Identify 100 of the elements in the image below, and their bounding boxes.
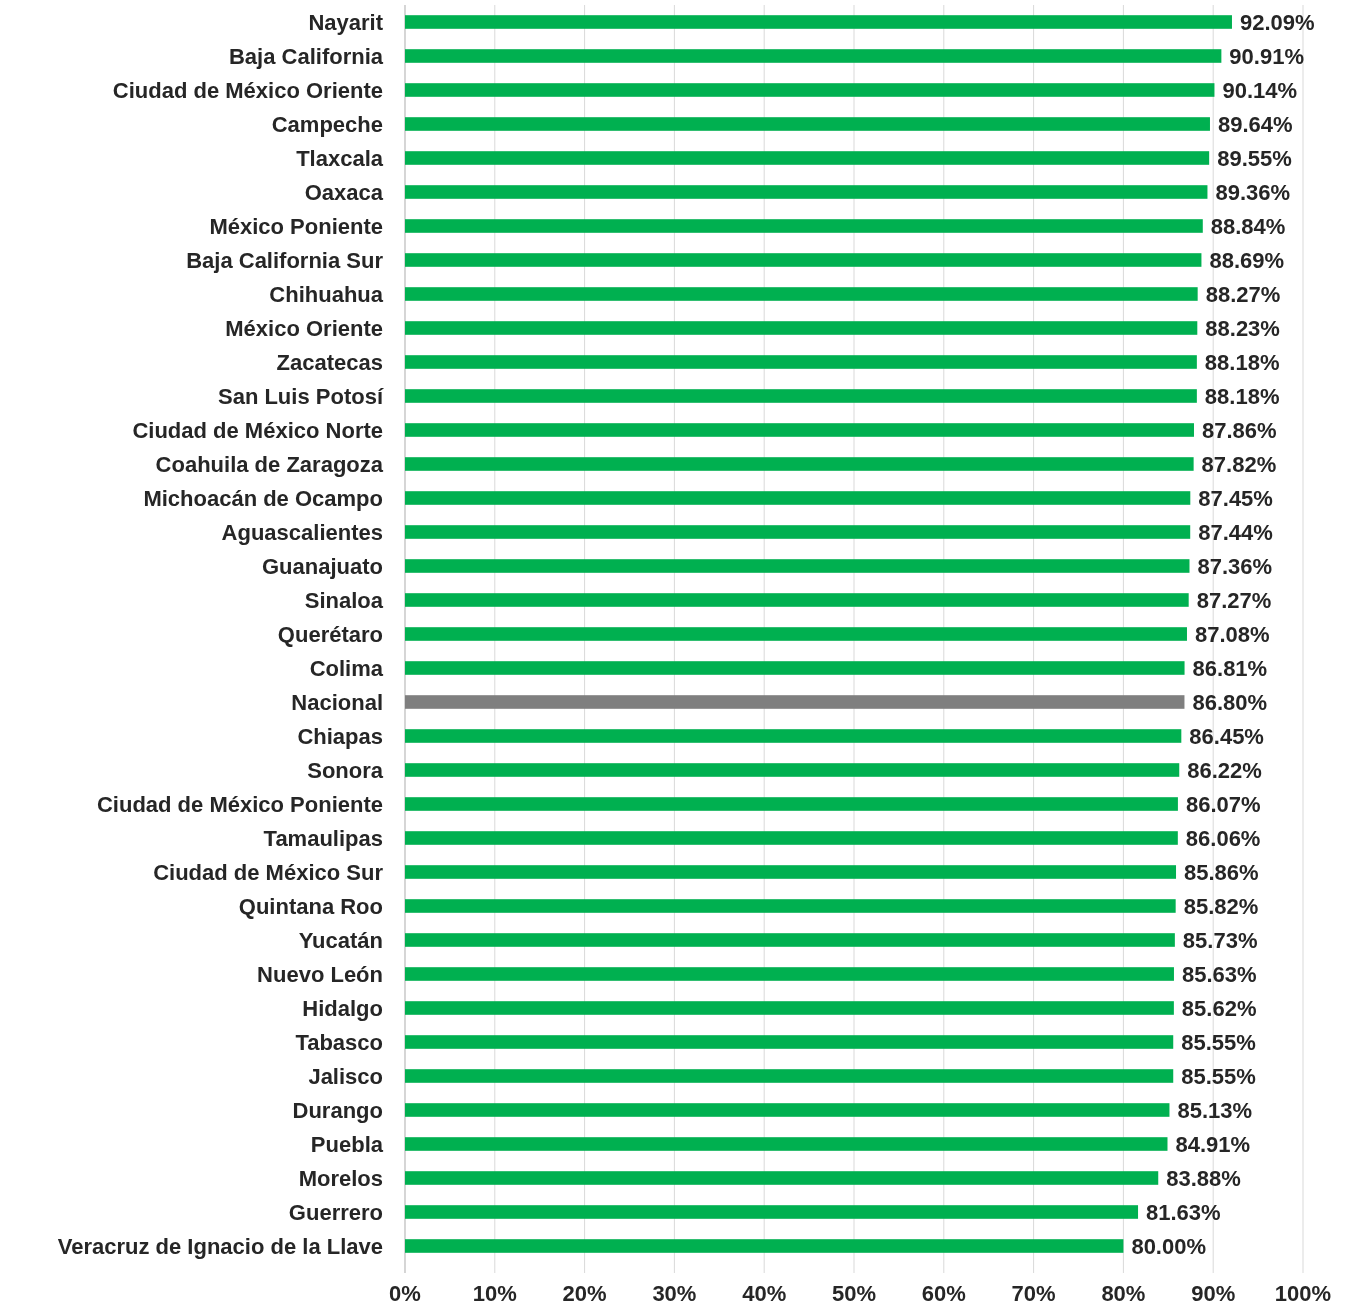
y-tick-label: Ciudad de México Norte — [132, 417, 383, 443]
bar — [405, 253, 1202, 267]
data-label: 88.84% — [1210, 213, 1286, 239]
y-tick-label: Quintana Roo — [238, 893, 383, 919]
y-tick-label: Puebla — [310, 1131, 384, 1157]
y-tick-label: Baja California — [228, 43, 384, 69]
bar — [405, 1035, 1174, 1049]
y-tick-label: Chihuahua — [269, 281, 384, 307]
data-label: 87.08% — [1194, 621, 1270, 647]
y-tick-label: Sonora — [307, 757, 384, 783]
data-label: 89.55% — [1217, 145, 1292, 171]
bar — [405, 1001, 1174, 1015]
data-label: 87.27% — [1196, 587, 1272, 613]
bar — [405, 559, 1190, 573]
y-tick-label: Colima — [309, 655, 384, 681]
data-label: 86.06% — [1185, 825, 1261, 851]
bar — [405, 1069, 1174, 1083]
data-label: 86.80% — [1192, 689, 1268, 715]
data-label: 85.73% — [1182, 927, 1258, 953]
data-label: 89.36% — [1215, 179, 1291, 205]
data-label: 87.36% — [1197, 553, 1273, 579]
data-label: 92.09% — [1239, 9, 1315, 35]
bar — [405, 695, 1185, 709]
y-tick-label: Nuevo León — [257, 961, 383, 987]
y-tick-label: Zacatecas — [276, 349, 383, 375]
data-label: 85.86% — [1184, 859, 1259, 885]
y-tick-label: México Oriente — [225, 315, 383, 341]
y-tick-label: Yucatán — [298, 927, 383, 953]
y-tick-label: Ciudad de México Oriente — [112, 77, 383, 103]
y-tick-label: Chiapas — [297, 723, 383, 749]
bar — [405, 627, 1187, 641]
bar — [405, 593, 1189, 607]
x-tick-label: 0% — [389, 1280, 421, 1306]
y-tick-label: Jalisco — [308, 1063, 383, 1089]
x-tick-label: 80% — [1101, 1280, 1146, 1306]
bar — [405, 83, 1215, 97]
y-tick-label: Campeche — [271, 111, 383, 137]
bar — [405, 287, 1198, 301]
x-tick-label: 70% — [1011, 1280, 1056, 1306]
y-tick-label: San Luis Potosí — [217, 383, 384, 409]
bar — [405, 355, 1197, 369]
y-tick-label: Tlaxcala — [296, 145, 384, 171]
data-label: 85.13% — [1177, 1097, 1253, 1123]
data-label: 83.88% — [1166, 1165, 1241, 1191]
data-label: 88.69% — [1209, 247, 1285, 273]
y-tick-label: Nacional — [291, 689, 383, 715]
y-tick-label: Durango — [292, 1097, 383, 1123]
data-label: 87.86% — [1201, 417, 1277, 443]
y-tick-label: Guanajuato — [261, 553, 383, 579]
y-tick-label: Coahuila de Zaragoza — [155, 451, 384, 477]
bar — [405, 933, 1175, 947]
bar — [405, 797, 1178, 811]
bar — [405, 321, 1198, 335]
bar — [405, 49, 1222, 63]
data-label: 85.82% — [1183, 893, 1259, 919]
data-label: 80.00% — [1131, 1233, 1207, 1259]
bar — [405, 899, 1176, 913]
y-tick-label: Nayarit — [308, 9, 384, 35]
y-tick-label: Michoacán de Ocampo — [143, 485, 383, 511]
bar — [405, 1171, 1159, 1185]
y-tick-label: Oaxaca — [304, 179, 384, 205]
data-label: 84.91% — [1175, 1131, 1251, 1157]
y-tick-label: Baja California Sur — [186, 247, 384, 273]
y-tick-label: México Poniente — [209, 213, 383, 239]
bar — [405, 1239, 1124, 1253]
y-tick-label: Veracruz de Ignacio de la Llave — [57, 1233, 383, 1259]
data-label: 86.81% — [1192, 655, 1268, 681]
x-tick-label: 20% — [562, 1280, 607, 1306]
bar — [405, 219, 1203, 233]
bar — [405, 491, 1191, 505]
x-tick-label: 40% — [742, 1280, 787, 1306]
bar — [405, 389, 1197, 403]
data-label: 90.91% — [1229, 43, 1304, 69]
x-tick-label: 60% — [921, 1280, 966, 1306]
bar — [405, 831, 1178, 845]
bar — [405, 185, 1208, 199]
data-label: 85.55% — [1181, 1029, 1256, 1055]
data-label: 81.63% — [1146, 1199, 1221, 1225]
data-label: 87.82% — [1201, 451, 1277, 477]
bar — [405, 1205, 1139, 1219]
y-tick-label: Aguascalientes — [221, 519, 383, 545]
bar — [405, 457, 1194, 471]
bar — [405, 117, 1210, 131]
data-label: 88.27% — [1205, 281, 1281, 307]
data-label: 85.55% — [1181, 1063, 1256, 1089]
data-label: 89.64% — [1217, 111, 1293, 137]
y-tick-label: Querétaro — [277, 621, 383, 647]
bar — [405, 729, 1182, 743]
data-label: 87.44% — [1198, 519, 1273, 545]
bar — [405, 525, 1191, 539]
x-tick-label: 10% — [472, 1280, 517, 1306]
data-label: 88.23% — [1205, 315, 1280, 341]
y-tick-label: Hidalgo — [302, 995, 383, 1021]
data-label: 88.18% — [1204, 349, 1280, 375]
data-label: 86.07% — [1185, 791, 1261, 817]
y-tick-label: Tamaulipas — [263, 825, 383, 851]
y-tick-label: Tabasco — [295, 1029, 383, 1055]
bar — [405, 763, 1180, 777]
data-label: 86.45% — [1189, 723, 1264, 749]
x-tick-label: 90% — [1191, 1280, 1236, 1306]
